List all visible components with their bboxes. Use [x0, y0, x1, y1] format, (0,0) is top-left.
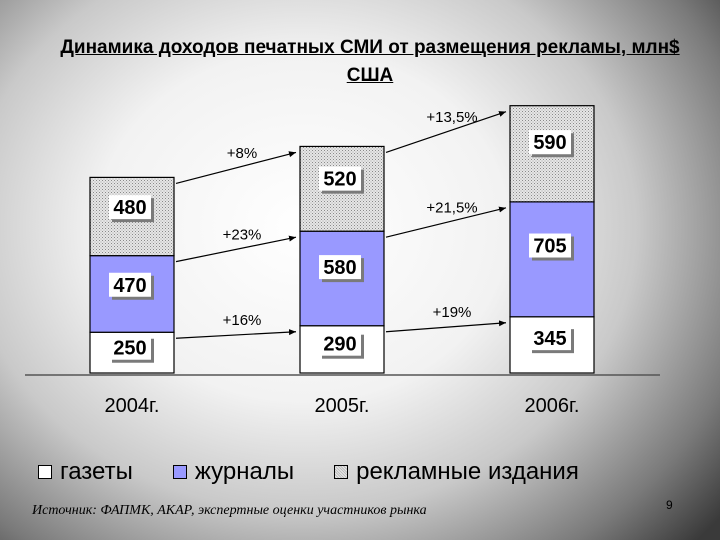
data-label: 290	[323, 334, 356, 356]
legend-swatch	[334, 465, 349, 479]
value-label-box	[109, 272, 151, 297]
data-label: 705	[533, 236, 566, 258]
data-label: 345	[533, 328, 566, 350]
category-label: 2004г.	[105, 395, 160, 417]
legend: газеты журналы рекламные издания	[38, 454, 678, 490]
legend-label: газеты	[60, 458, 133, 485]
growth-label: +21,5%	[426, 200, 477, 217]
legend-label: журналы	[194, 458, 295, 485]
legend-swatch	[172, 465, 187, 479]
legend-item: журналы	[172, 458, 295, 486]
legend-swatch	[38, 465, 52, 479]
data-label: 470	[113, 275, 146, 297]
data-label: 590	[533, 132, 566, 154]
data-label: 580	[323, 257, 356, 279]
growth-label: +16%	[223, 312, 262, 329]
growth-arrow	[385, 320, 507, 333]
legend-item: рекламные издания	[334, 458, 579, 486]
data-label: 520	[323, 169, 356, 191]
growth-label: +13,5%	[426, 109, 477, 126]
source-note: Источник: ФАПМК, АКАР, экспертные оценки…	[32, 503, 427, 518]
value-label-box	[529, 130, 571, 155]
legend-item: газеты	[38, 458, 133, 486]
page-number: 9	[666, 498, 673, 512]
value-label-box	[529, 233, 571, 258]
data-label: 250	[113, 338, 146, 360]
value-label-box	[319, 331, 361, 356]
value-label-box	[109, 195, 151, 220]
value-label-box	[319, 255, 361, 280]
value-label-box	[529, 326, 571, 351]
growth-arrow	[385, 111, 507, 153]
growth-label: +23%	[223, 226, 262, 243]
chart-title: Динамика доходов печатных СМИ от размеще…	[60, 37, 680, 86]
category-label: 2006г.	[525, 395, 580, 417]
data-label: 480	[113, 197, 146, 219]
legend-label: рекламные издания	[356, 458, 579, 485]
growth-arrow	[175, 329, 297, 339]
value-label-box	[109, 335, 151, 360]
growth-arrow	[175, 151, 297, 184]
growth-arrow	[175, 235, 297, 263]
growth-label: +19%	[433, 304, 472, 321]
growth-arrow	[385, 206, 507, 238]
value-label-box	[319, 166, 361, 191]
growth-label: +8%	[227, 145, 257, 162]
category-label: 2005г.	[315, 395, 370, 417]
